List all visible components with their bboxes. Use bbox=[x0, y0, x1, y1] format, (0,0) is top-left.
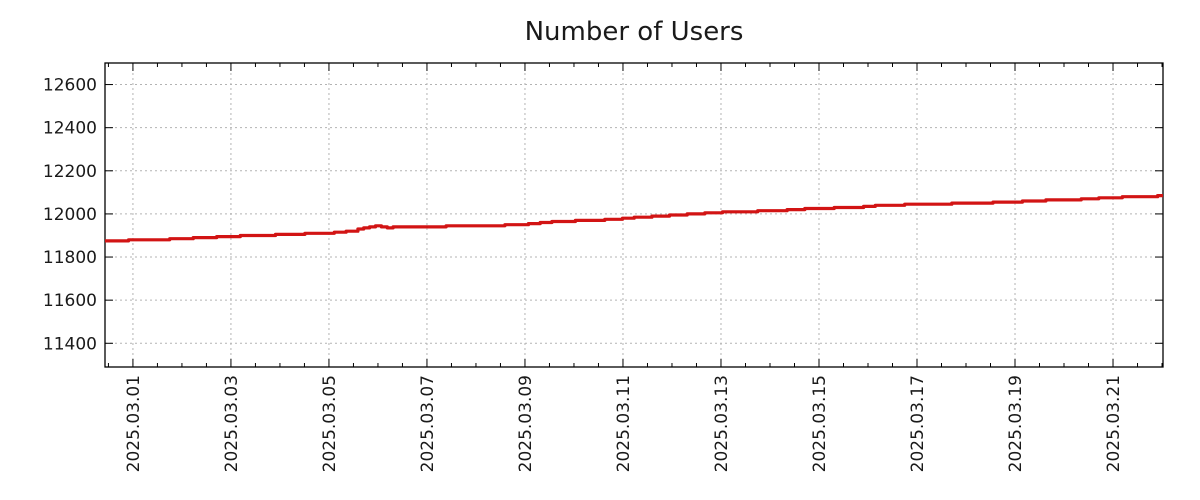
axis-ticks bbox=[105, 63, 1163, 367]
x-tick-label: 2025.03.11 bbox=[614, 375, 634, 472]
plot-border bbox=[104, 62, 1164, 368]
tick-labels: 11400 11600 11800 12000 12200 12400 12600 2025.… bbox=[43, 76, 1124, 473]
x-tick-label: 2025.03.09 bbox=[516, 375, 536, 472]
x-tick-label: 2025.03.03 bbox=[222, 375, 242, 472]
y-tick-label: 11800 bbox=[43, 248, 97, 268]
x-tick-label: 2025.03.21 bbox=[1104, 375, 1124, 472]
chart-title: Number of Users bbox=[525, 17, 744, 47]
y-tick-label: 12200 bbox=[43, 162, 97, 182]
grid-lines bbox=[105, 63, 1163, 367]
x-tick-label: 2025.03.13 bbox=[712, 375, 732, 472]
users-series-line bbox=[105, 194, 1163, 243]
x-tick-label: 2025.03.15 bbox=[810, 375, 830, 472]
x-tick-label: 2025.03.05 bbox=[320, 375, 340, 472]
x-tick-label: 2025.03.17 bbox=[908, 375, 928, 472]
y-tick-label: 12600 bbox=[43, 76, 97, 96]
y-tick-label: 11600 bbox=[43, 291, 97, 311]
series-lines bbox=[105, 194, 1163, 243]
y-tick-label: 12400 bbox=[43, 119, 97, 139]
x-tick-label: 2025.03.07 bbox=[418, 375, 438, 472]
axis-frame bbox=[104, 62, 1164, 368]
y-tick-label: 12000 bbox=[43, 205, 97, 225]
x-tick-label: 2025.03.19 bbox=[1006, 375, 1026, 472]
x-tick-label: 2025.03.01 bbox=[124, 375, 144, 472]
y-tick-label: 11400 bbox=[43, 334, 97, 354]
